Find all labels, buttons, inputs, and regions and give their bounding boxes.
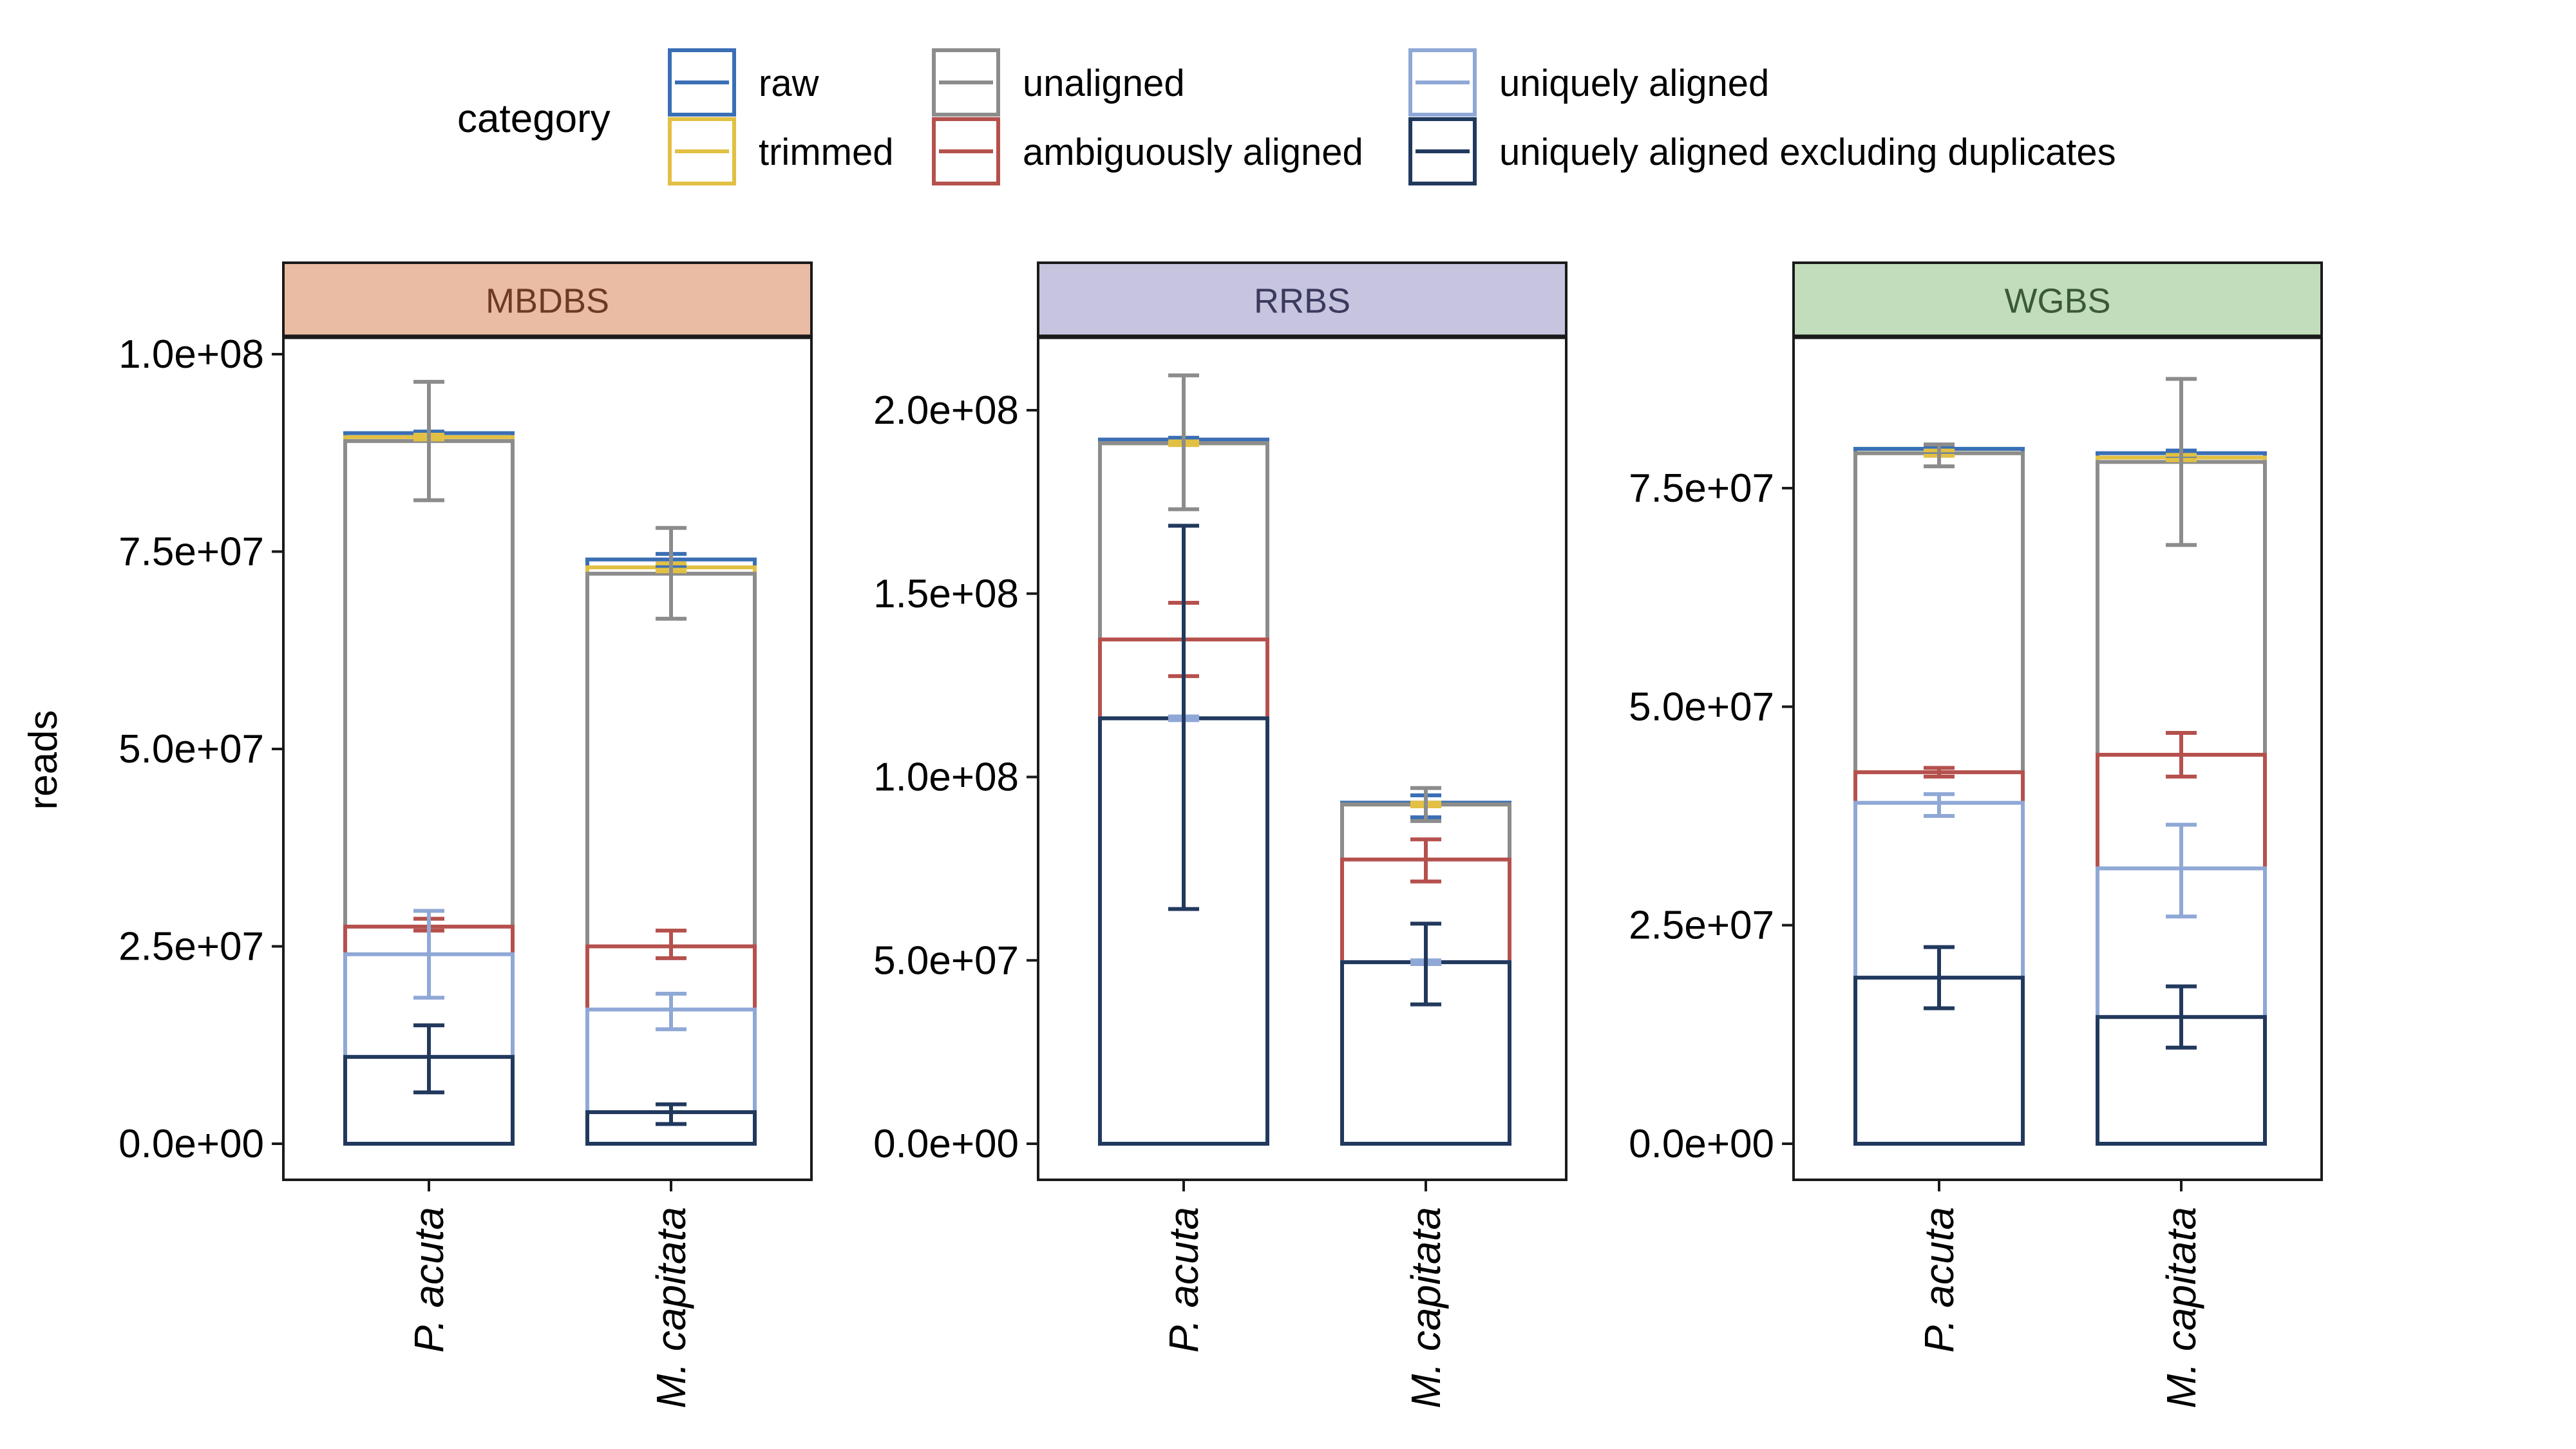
error-bar-rrbs-m-capitata-ambiguously-aligned: [1410, 837, 1441, 884]
x-tick-label-rrbs-p-acuta: P. acuta: [1160, 1207, 1207, 1353]
legend-item-unaligned: unaligned: [932, 48, 1185, 117]
error-bar-wgbs-p-acuta-ambiguously-aligned: [1924, 766, 1955, 779]
error-bar-wgbs-p-acuta-uniquely-aligned: [1924, 792, 1955, 818]
y-tick-label-wgbs-2-5e-07: 2.5e+07: [1629, 904, 1774, 948]
y-tick-label-rrbs-1-0e-08: 1.0e+08: [873, 755, 1019, 800]
y-tick-label-rrbs-5-0e-07: 5.0e+07: [873, 938, 1019, 983]
panel-rrbs: RRBS 0.0e+00 5.0e+07 1.0e+08 1.5e+08 2.0e+08 P…: [873, 261, 1567, 1408]
error-bar-wgbs-p-acuta-uniquely-aligned-excluding-duplicates: [1924, 945, 1955, 1010]
y-tick-label-mbdbs-5-0e-07: 5.0e+07: [118, 727, 264, 772]
y-tick-label-rrbs-1-5e-08: 1.5e+08: [873, 572, 1019, 616]
error-bar-wgbs-m-capitata-ambiguously-aligned: [2166, 731, 2197, 779]
y-axis-title: reads: [21, 710, 66, 810]
legend-item-uniquely-aligned: uniquely aligned: [1408, 48, 1769, 117]
panel-strip-label-rrbs: RRBS: [1254, 282, 1350, 321]
legend-label-unaligned: unaligned: [1023, 62, 1185, 104]
plot-area-wgbs: [1794, 337, 2322, 1180]
x-tick-label-rrbs-m-capitata: M. capitata: [1403, 1207, 1449, 1408]
x-tick-label-wgbs-p-acuta: P. acuta: [1916, 1207, 1962, 1353]
y-tick-label-mbdbs-1-0e-08: 1.0e+08: [118, 332, 264, 377]
y-tick-label-rrbs-2-0e-08: 2.0e+08: [873, 388, 1019, 433]
legend-label-uniquely-aligned-excluding-duplicates: uniquely aligned excluding duplicates: [1499, 131, 2116, 173]
x-tick-label-wgbs-m-capitata: M. capitata: [2158, 1207, 2204, 1408]
legend-item-uniquely-aligned-excluding-duplicates: uniquely aligned excluding duplicates: [1408, 117, 2116, 185]
panel-strip-rrbs: [1037, 261, 1567, 338]
panel-mbdbs: MBDBS 0.0e+00 2.5e+07 5.0e+07 7.5e+07 1.0e+08…: [118, 261, 813, 1408]
error-bar-mbdbs-m-capitata-unaligned: [656, 526, 687, 621]
error-bar-wgbs-m-capitata-unaligned: [2166, 377, 2197, 547]
error-bar-wgbs-m-capitata-uniquely-aligned-excluding-duplicates: [2166, 984, 2197, 1050]
error-bar-mbdbs-p-acuta-uniquely-aligned-excluding-duplicates: [413, 1023, 444, 1095]
error-bar-rrbs-m-capitata-uniquely-aligned-excluding-duplicates: [1410, 922, 1441, 1007]
legend-item-raw: raw: [668, 48, 820, 117]
error-bar-mbdbs-m-capitata-uniquely-aligned: [656, 992, 687, 1032]
error-bar-rrbs-p-acuta-unaligned: [1168, 373, 1199, 511]
panel-strip-label-wgbs: WGBS: [2004, 282, 2110, 321]
plot-area-mbdbs: [283, 337, 811, 1180]
y-tick-label-wgbs-5-0e-07: 5.0e+07: [1629, 685, 1774, 729]
y-tick-label-mbdbs-7-5e-07: 7.5e+07: [118, 530, 264, 574]
y-tick-label-mbdbs-0-0e-00: 0.0e+00: [118, 1122, 264, 1166]
panel-wgbs: WGBS 0.0e+00 2.5e+07 5.0e+07 7.5e+07 P. acuta…: [1629, 261, 2323, 1408]
legend-label-raw: raw: [759, 62, 820, 104]
panel-strip-mbdbs: [282, 261, 813, 338]
legend-label-uniquely-aligned: uniquely aligned: [1499, 62, 1769, 104]
error-bar-mbdbs-p-acuta-uniquely-aligned: [413, 909, 444, 1000]
error-bar-wgbs-m-capitata-uniquely-aligned: [2166, 822, 2197, 919]
legend-item-trimmed: trimmed: [668, 117, 893, 185]
legend-item-ambiguously-aligned: ambiguously aligned: [932, 117, 1363, 185]
error-bar-rrbs-p-acuta-uniquely-aligned-excluding-duplicates: [1168, 524, 1199, 911]
panel-strip-wgbs: [1792, 261, 2323, 338]
legend-title: category: [457, 97, 611, 141]
plot-area-rrbs: [1038, 337, 1566, 1180]
x-tick-label-mbdbs-m-capitata: M. capitata: [648, 1207, 694, 1408]
legend-label-trimmed: trimmed: [759, 131, 893, 173]
legend: category raw trimmed unaligned ambiguously …: [457, 48, 2116, 185]
panel-strip-label-mbdbs: MBDBS: [486, 282, 609, 321]
y-tick-label-wgbs-0-0e-00: 0.0e+00: [1629, 1122, 1774, 1166]
y-tick-label-rrbs-0-0e-00: 0.0e+00: [873, 1122, 1019, 1166]
y-tick-label-wgbs-7-5e-07: 7.5e+07: [1629, 466, 1774, 511]
x-tick-label-mbdbs-p-acuta: P. acuta: [406, 1207, 452, 1353]
error-bar-mbdbs-m-capitata-uniquely-aligned-excluding-duplicates: [656, 1102, 687, 1126]
legend-label-ambiguously-aligned: ambiguously aligned: [1023, 131, 1363, 173]
error-bar-mbdbs-m-capitata-ambiguously-aligned: [656, 928, 687, 960]
error-bar-rrbs-m-capitata-unaligned: [1410, 786, 1441, 823]
error-bar-mbdbs-p-acuta-unaligned: [413, 379, 444, 502]
y-tick-label-mbdbs-2-5e-07: 2.5e+07: [118, 925, 264, 969]
error-bar-wgbs-p-acuta-unaligned: [1924, 442, 1955, 469]
